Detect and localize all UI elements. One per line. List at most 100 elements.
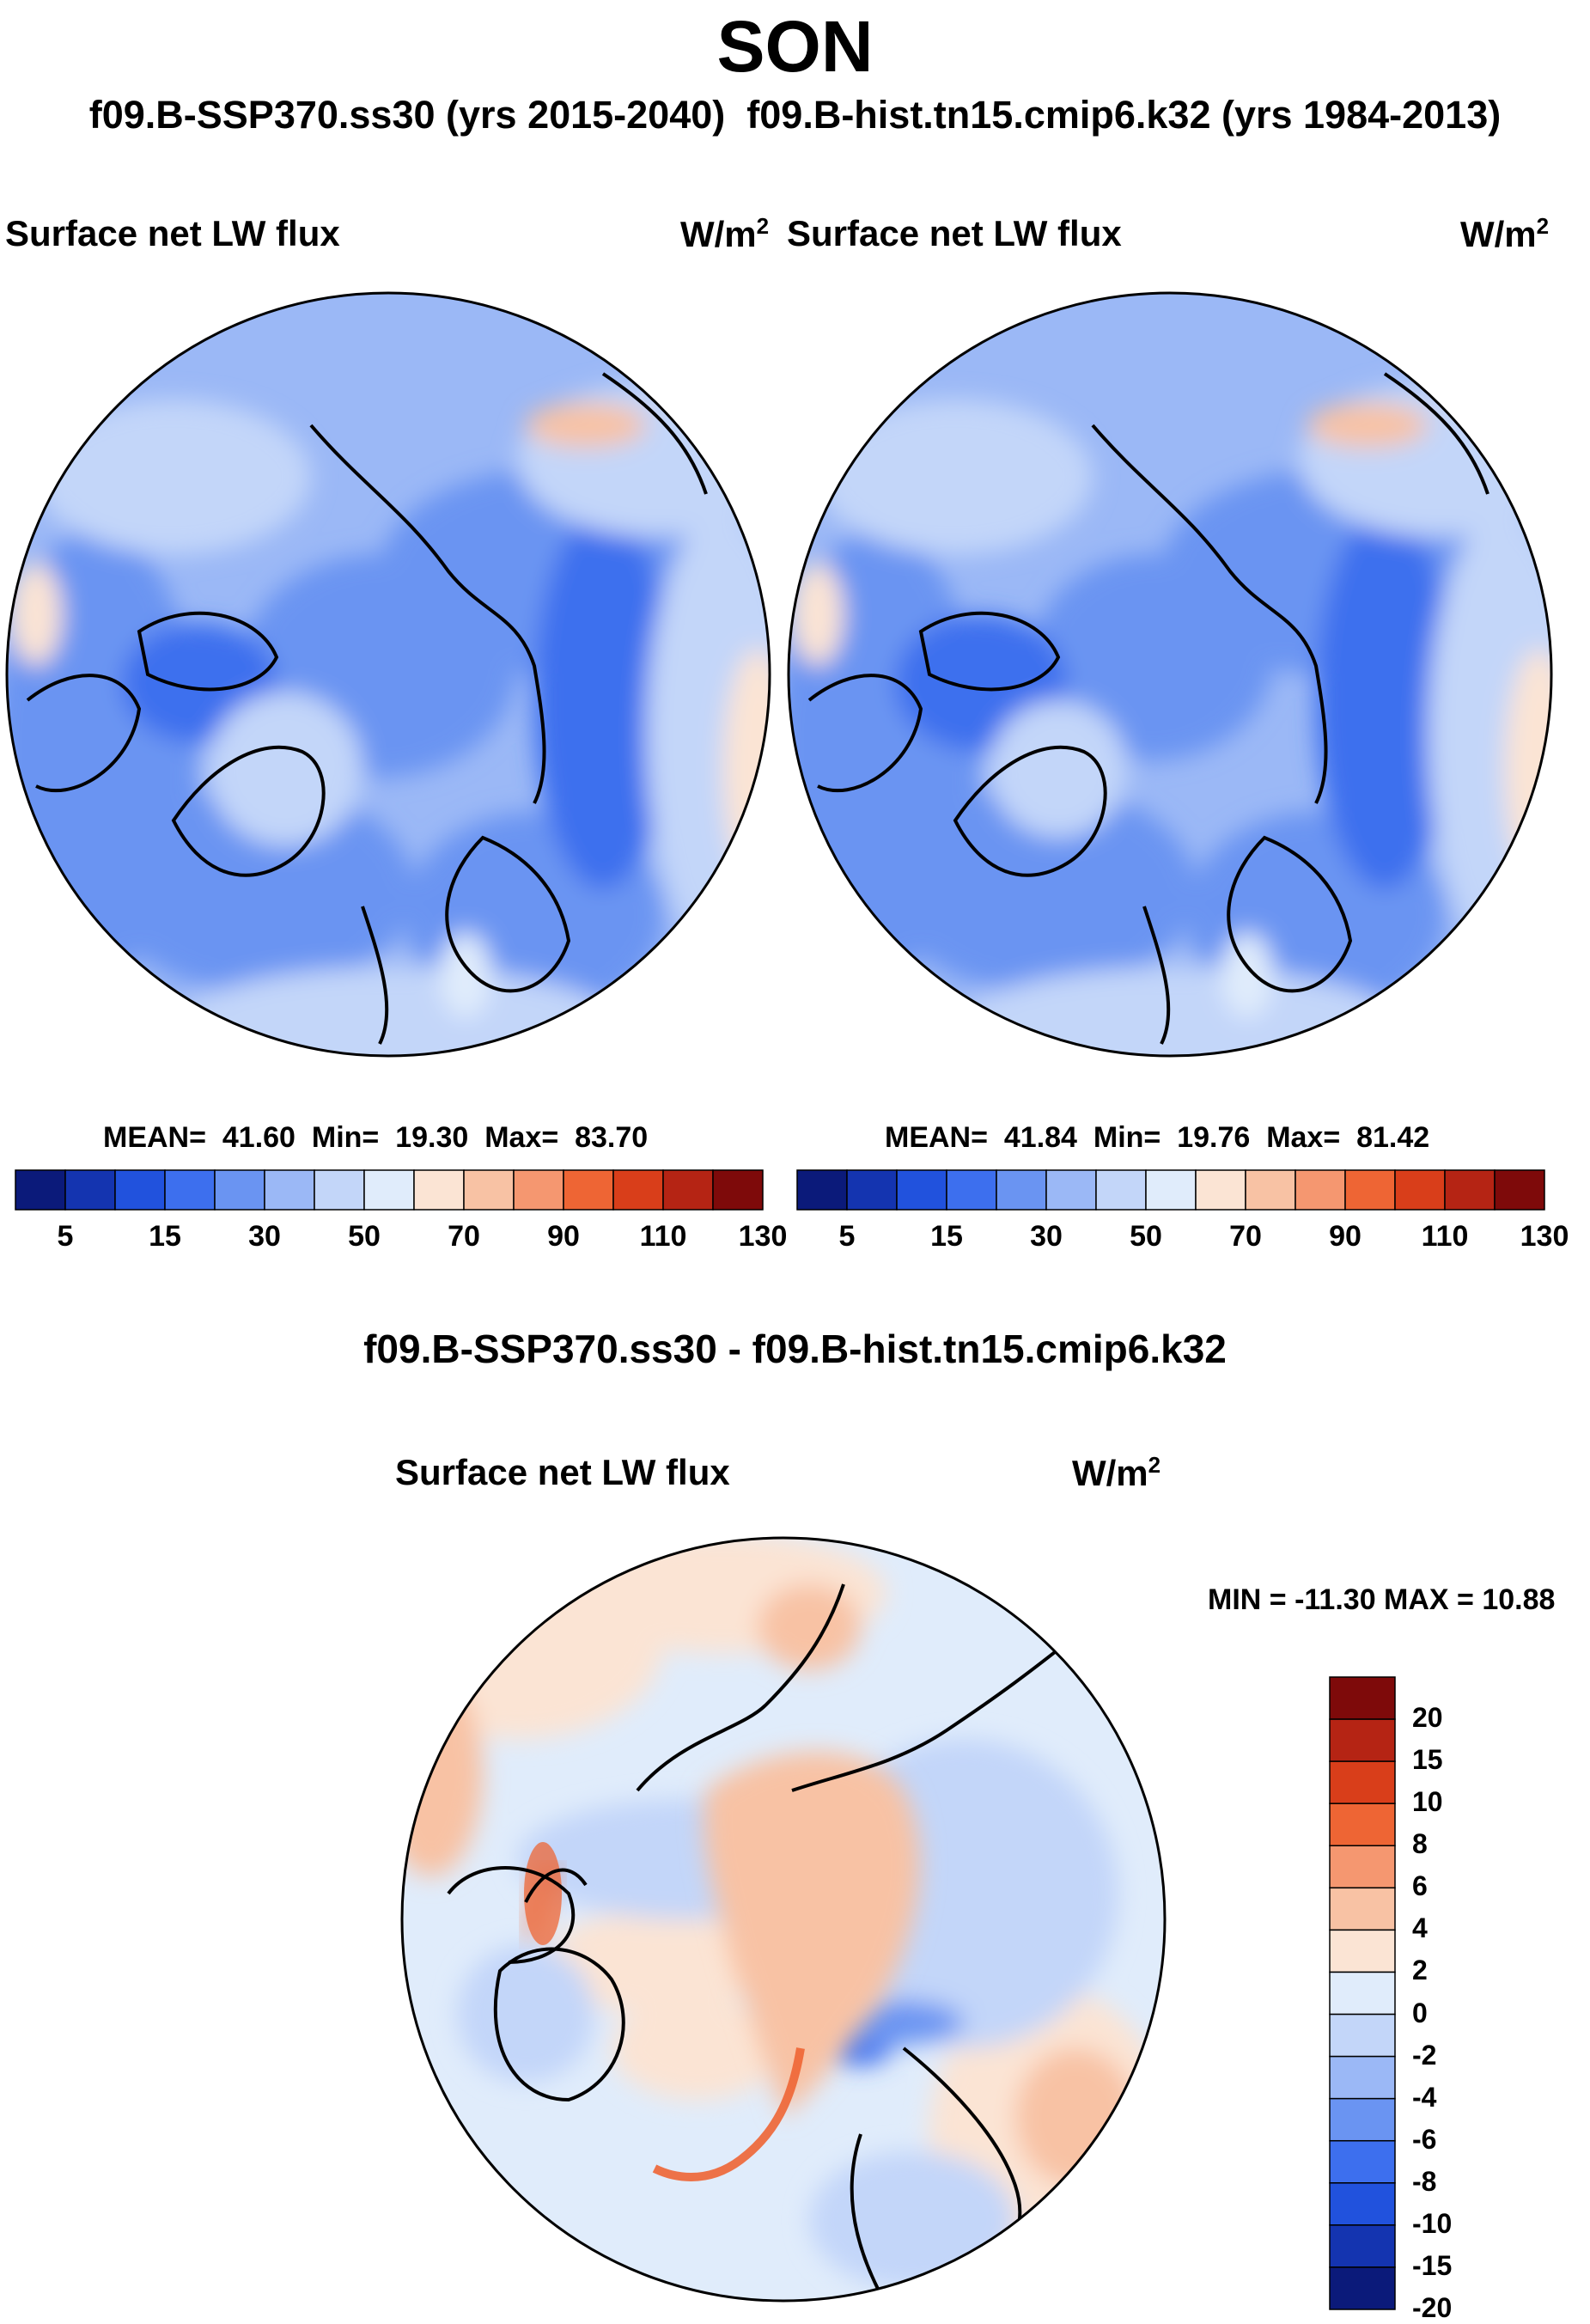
difference-colorbar-box (1329, 2139, 1396, 2184)
difference-variable: Surface net LW flux (395, 1452, 730, 1492)
difference-polar-map (400, 1536, 1167, 2303)
difference-minmax: MIN = -11.30 MAX = 10.88 (1208, 1583, 1556, 1616)
panel1-colorbar-tick-label: 50 (348, 1220, 381, 1253)
difference-colorbar-box (1329, 1676, 1396, 1720)
panel2-colorbar-box (1145, 1169, 1197, 1211)
panel1-colorbar-box (563, 1169, 614, 1211)
panel2-colorbar-box (846, 1169, 898, 1211)
panel1-colorbar-tick-label: 30 (248, 1220, 281, 1253)
panel1-colorbar-tick-label: 70 (448, 1220, 480, 1253)
difference-colorbar-tick-label: 4 (1412, 1912, 1428, 1944)
difference-colorbar (1329, 1676, 1396, 2310)
difference-archipelago-maximum (524, 1842, 562, 1945)
panel2-variable: Surface net LW flux (787, 213, 1122, 253)
difference-colorbar-box (1329, 2097, 1396, 2142)
panel1-polar-map (5, 291, 771, 1058)
difference-colorbar-tick-label: 0 (1412, 1997, 1428, 2028)
difference-colorbar-tick-label: 8 (1412, 1828, 1428, 1860)
difference-colorbar-box (1329, 2013, 1396, 2058)
panel1-colorbar-tick-label: 5 (57, 1220, 74, 1253)
panel1-colorbar-tick-label: 110 (639, 1220, 687, 1253)
panel1-colorbar-box (314, 1169, 365, 1211)
panel2-colorbar-box (796, 1169, 848, 1211)
panel1-colorbar-box (264, 1169, 315, 1211)
panel2-colorbar-box (996, 1169, 1047, 1211)
panel1-colorbar (15, 1169, 764, 1211)
panel2-polar-map (787, 291, 1553, 1058)
panel2-colorbar-box (1095, 1169, 1147, 1211)
difference-colorbar-tick-label: -10 (1412, 2207, 1453, 2239)
subtitle-right: f09.B-hist.tn15.cmip6.k32 (yrs 1984-2013… (746, 93, 1502, 137)
difference-colorbar-tick-label: 10 (1412, 1786, 1443, 1818)
difference-map-border (400, 1536, 1167, 2303)
difference-colorbar-box (1329, 1971, 1396, 2016)
difference-colorbar-box (1329, 2224, 1396, 2268)
panel2-colorbar-box (896, 1169, 947, 1211)
difference-colorbar-box (1329, 2266, 1396, 2310)
panel2-field-patches (789, 382, 1551, 1056)
difference-title: f09.B-SSP370.ss30 - f09.B-hist.tn15.cmip… (363, 1327, 1227, 1371)
panel2-colorbar-box (1045, 1169, 1097, 1211)
difference-colorbar-box (1329, 1760, 1396, 1804)
difference-colorbar-tick-label: -15 (1412, 2249, 1453, 2281)
panel2-colorbar-tick-label: 15 (930, 1220, 963, 1253)
panel1-colorbar-box (214, 1169, 265, 1211)
panel2-colorbar-box (1195, 1169, 1246, 1211)
figure-season-title: SON (716, 6, 874, 87)
panel2-colorbar-box (1394, 1169, 1446, 1211)
difference-colorbar-box (1329, 2055, 1396, 2100)
figure-subtitle: f09.B-SSP370.ss30 (yrs 2015-2040) f09.B-… (0, 93, 1590, 137)
panel2-colorbar-box (1245, 1169, 1296, 1211)
difference-warm-anomaly (704, 1751, 920, 2117)
panel2-colorbar-box (1344, 1169, 1396, 1211)
difference-colorbar-box (1329, 1887, 1396, 1931)
panel1-colorbar-tick-label: 130 (738, 1220, 788, 1253)
panel1-colorbar-box (114, 1169, 166, 1211)
panel2-stats: MEAN= 41.84 Min= 19.76 Max= 81.42 (885, 1121, 1430, 1154)
difference-units: W/m2 (1072, 1452, 1161, 1493)
panel1-map-border (5, 291, 771, 1058)
panel1-colorbar-tick-label: 90 (547, 1220, 580, 1253)
difference-colorbar-tick-label: 6 (1412, 1870, 1428, 1902)
difference-colorbar-box (1329, 1929, 1396, 1973)
panel1-colorbar-box (64, 1169, 116, 1211)
panel2-colorbar-tick-label: 90 (1329, 1220, 1362, 1253)
panel2-colorbar-box (1295, 1169, 1346, 1211)
panel1-colorbar-box (413, 1169, 465, 1211)
difference-colorbar-box (1329, 1718, 1396, 1762)
difference-coastal-maximum (652, 2047, 805, 2181)
difference-colorbar-tick-label: 20 (1412, 1702, 1443, 1734)
panel2-colorbar-tick-label: 70 (1229, 1220, 1262, 1253)
panel1-units: W/m2 (680, 213, 770, 254)
panel1-variable: Surface net LW flux (5, 213, 340, 253)
panel2-map-border (787, 291, 1553, 1058)
difference-colorbar-tick-label: 15 (1412, 1744, 1443, 1776)
panel2-colorbar (796, 1169, 1545, 1211)
panel1-coastlines (26, 372, 708, 1045)
panel1-field-patches (7, 382, 770, 1056)
panel1-colorbar-box (662, 1169, 714, 1211)
panel2-units: W/m2 (1460, 213, 1550, 254)
panel2-colorbar-box (1494, 1169, 1545, 1211)
panel1-colorbar-box (15, 1169, 66, 1211)
panel1-colorbar-box (164, 1169, 216, 1211)
panel1-colorbar-box (612, 1169, 664, 1211)
difference-colorbar-tick-label: -8 (1412, 2165, 1437, 2197)
panel1-colorbar-tick-label: 15 (149, 1220, 181, 1253)
panel1-colorbar-box (712, 1169, 764, 1211)
difference-colorbar-tick-label: 2 (1412, 1955, 1428, 1986)
difference-colorbar-box (1329, 1845, 1396, 1889)
panel1-stats: MEAN= 41.60 Min= 19.30 Max= 83.70 (103, 1121, 649, 1154)
difference-colorbar-tick-label: -2 (1412, 2039, 1437, 2071)
panel2-colorbar-box (1444, 1169, 1496, 1211)
difference-colorbar-box (1329, 1802, 1396, 1847)
difference-colorbar-tick-label: -6 (1412, 2123, 1437, 2155)
panel1-colorbar-box (513, 1169, 564, 1211)
panel2-colorbar-tick-label: 30 (1030, 1220, 1063, 1253)
panel2-colorbar-tick-label: 110 (1421, 1220, 1469, 1253)
difference-colorbar-box (1329, 2182, 1396, 2226)
panel2-coastlines (807, 372, 1489, 1045)
panel1-colorbar-box (363, 1169, 415, 1211)
panel2-colorbar-tick-label: 130 (1520, 1220, 1569, 1253)
difference-colorbar-tick-label: -4 (1412, 2081, 1437, 2113)
